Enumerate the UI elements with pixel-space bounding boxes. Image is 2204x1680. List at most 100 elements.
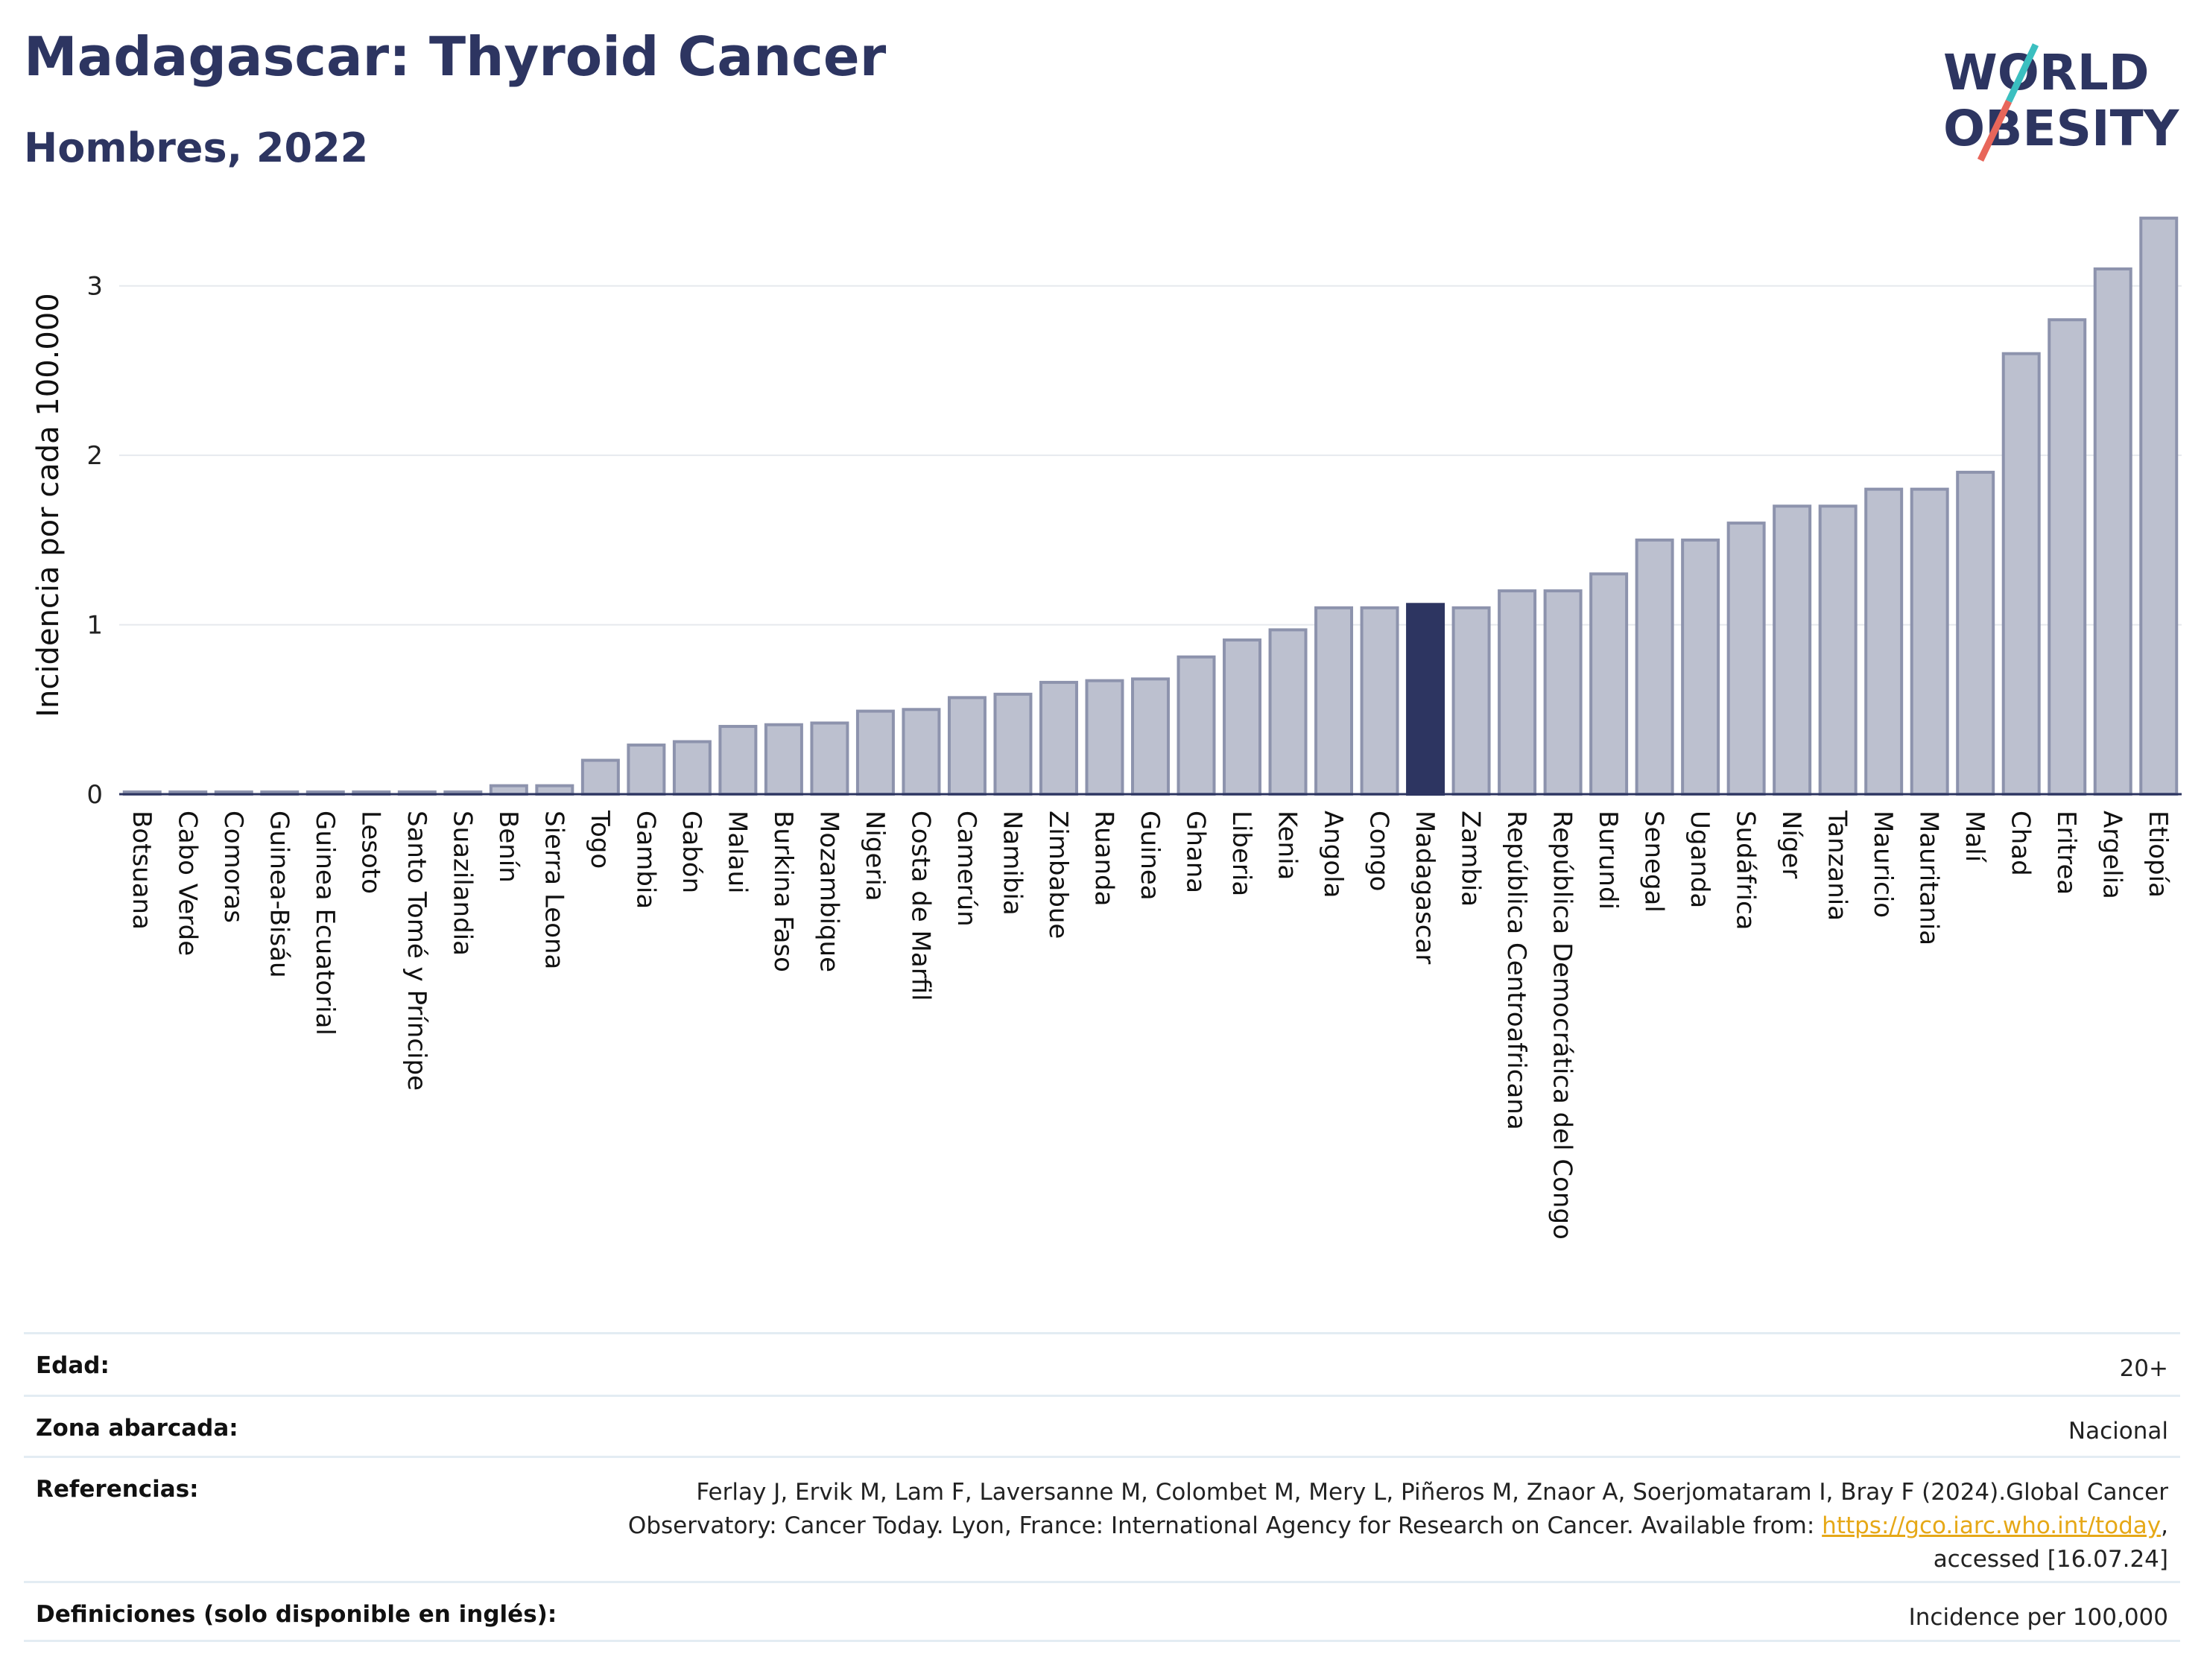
x-tick-label: Togo xyxy=(585,810,615,869)
bar-malaui[interactable] xyxy=(718,725,758,796)
age-value: 20+ xyxy=(2119,1355,2168,1382)
zone-label: Zona abarcada: xyxy=(36,1415,238,1442)
x-tick-label: Argelia xyxy=(2097,811,2127,899)
x-tick-label: Gabón xyxy=(677,811,706,893)
world-obesity-logo: WORLD OBESITY xyxy=(1943,43,2180,162)
x-tick-label: Malaui xyxy=(722,811,752,893)
x-tick-label: Madagascar xyxy=(1410,811,1440,964)
bar-tanzania[interactable] xyxy=(1818,504,1858,796)
x-tick-label: Mozambique xyxy=(814,811,843,972)
bar-togo[interactable] xyxy=(580,758,620,796)
x-tick-label: Mauritania xyxy=(1914,811,1944,945)
x-tick-label: Eritrea xyxy=(2051,811,2081,895)
x-tick-label: Cabo Verde xyxy=(172,811,202,956)
logo-line2: OBESITY xyxy=(1943,100,2180,157)
bar-namibia[interactable] xyxy=(993,692,1033,796)
bar-gab-n[interactable] xyxy=(672,740,712,796)
x-tick-label: Nigeria xyxy=(860,811,890,901)
page-title: Madagascar: Thyroid Cancer xyxy=(24,25,887,88)
bar-camer-n[interactable] xyxy=(947,696,987,796)
y-tick-label: 1 xyxy=(86,611,103,641)
bar-gambia[interactable] xyxy=(627,744,666,796)
page-subtitle: Hombres, 2022 xyxy=(24,124,369,171)
x-tick-label: Burundi xyxy=(1593,811,1623,910)
x-tick-label: Congo xyxy=(1364,811,1394,891)
x-tick-label: Lesoto xyxy=(355,811,385,894)
bar-argelia[interactable] xyxy=(2093,267,2132,796)
bar-mal-[interactable] xyxy=(1956,470,1995,796)
bar-angola[interactable] xyxy=(1314,606,1354,796)
x-tick-label: Ghana xyxy=(1181,811,1211,893)
bar-rep-blica-democr-tica-del-congo[interactable] xyxy=(1543,589,1583,796)
bar-guinea[interactable] xyxy=(1131,677,1170,796)
x-tick-label: Sierra Leona xyxy=(539,811,569,969)
bar-senegal[interactable] xyxy=(1635,538,1674,796)
bar-ben-n[interactable] xyxy=(489,784,528,796)
bar-costa-de-marfil[interactable] xyxy=(902,708,941,796)
bar-mozambique[interactable] xyxy=(810,721,849,796)
y-axis-title: Incidencia por cada 100.000 xyxy=(31,293,66,717)
bar-sud-frica[interactable] xyxy=(1726,522,1766,796)
age-label: Edad: xyxy=(36,1352,110,1379)
bar-zimbabue[interactable] xyxy=(1039,680,1078,796)
bar-etiop-a[interactable] xyxy=(2139,216,2179,796)
references-value: Ferlay J, Ervik M, Lam F, Laversanne M, … xyxy=(604,1476,2168,1576)
bar-zambia[interactable] xyxy=(1451,606,1491,796)
bar-chad[interactable] xyxy=(2001,352,2041,796)
definitions-label: Definiciones (solo disponible en inglés)… xyxy=(36,1601,557,1628)
x-tick-label: Suazilandia xyxy=(447,811,477,956)
references-link[interactable]: https://gco.iarc.who.int/today xyxy=(1822,1512,2162,1539)
info-row-references: Referencias: Ferlay J, Ervik M, Lam F, L… xyxy=(24,1456,2180,1581)
x-tick-label: Liberia xyxy=(1226,811,1256,896)
x-tick-label: Guinea xyxy=(1135,811,1165,901)
bar-ghana[interactable] xyxy=(1177,655,1216,796)
x-tick-label: Tanzania xyxy=(1823,810,1852,921)
y-tick-label: 3 xyxy=(86,272,103,302)
references-text: Ferlay J, Ervik M, Lam F, Laversanne M, … xyxy=(627,1479,2168,1539)
bar-rep-blica-centroafricana[interactable] xyxy=(1498,589,1537,796)
bar-n-ger[interactable] xyxy=(1773,504,1812,796)
x-tick-label: Angola xyxy=(1318,811,1348,898)
x-tick-label: Sudáfrica xyxy=(1731,811,1761,930)
bar-kenia[interactable] xyxy=(1268,628,1308,796)
bar-sierra-leona[interactable] xyxy=(535,784,574,796)
references-tail: , accessed [16.07.24] xyxy=(1933,1512,2168,1573)
bar-eritrea[interactable] xyxy=(2048,318,2087,796)
x-tick-label: Chad xyxy=(2006,811,2036,876)
x-tick-label: Níger xyxy=(1776,811,1806,878)
references-label: Referencias: xyxy=(36,1476,199,1503)
x-tick-label: República Centroafricana xyxy=(1501,811,1531,1130)
x-tick-label: Gambia xyxy=(630,811,660,909)
logo-slash-red xyxy=(1977,100,2013,162)
x-tick-label: República Democrática del Congo xyxy=(1548,811,1577,1240)
x-tick-label: Malí xyxy=(1960,811,1989,863)
bar-chart: 0 1 2 3 Incidencia por cada 100.000 Botsuana C… xyxy=(31,216,2182,1240)
info-row-zone: Zona abarcada: Nacional xyxy=(24,1395,2180,1456)
bar-burkina-faso[interactable] xyxy=(764,723,803,796)
bar-madagascar[interactable] xyxy=(1406,603,1445,796)
bar-uganda[interactable] xyxy=(1681,538,1720,796)
logo-slash-teal xyxy=(2005,43,2039,103)
x-tick-label: Botsuana xyxy=(127,811,156,930)
bar-liberia[interactable] xyxy=(1223,638,1262,796)
definitions-value: Incidence per 100,000 xyxy=(1908,1604,2168,1631)
x-tick-label: Costa de Marfil xyxy=(905,811,935,1001)
bar-mauricio[interactable] xyxy=(1864,487,1904,796)
bar-congo[interactable] xyxy=(1360,606,1399,796)
x-tick-label: Mauricio xyxy=(1868,811,1898,918)
logo-line1: WORLD xyxy=(1943,44,2150,101)
x-tick-label: Burkina Faso xyxy=(768,811,798,972)
x-tick-label: Zambia xyxy=(1456,811,1486,907)
y-tick-label: 0 xyxy=(86,780,103,810)
y-tick-label: 2 xyxy=(86,441,103,471)
bar-burundi[interactable] xyxy=(1589,572,1629,796)
info-row-age: Edad: 20+ xyxy=(24,1332,2180,1395)
x-tick-label: Benín xyxy=(493,811,523,883)
x-tick-label: Namibia xyxy=(997,811,1027,916)
x-tick-label: Uganda xyxy=(1685,811,1714,908)
x-tick-label: Etiopía xyxy=(2143,811,2173,898)
bar-nigeria[interactable] xyxy=(855,709,895,796)
bar-mauritania[interactable] xyxy=(1910,487,1949,796)
bar-ruanda[interactable] xyxy=(1085,679,1124,796)
info-row-definitions: Definiciones (solo disponible en inglés)… xyxy=(24,1581,2180,1642)
